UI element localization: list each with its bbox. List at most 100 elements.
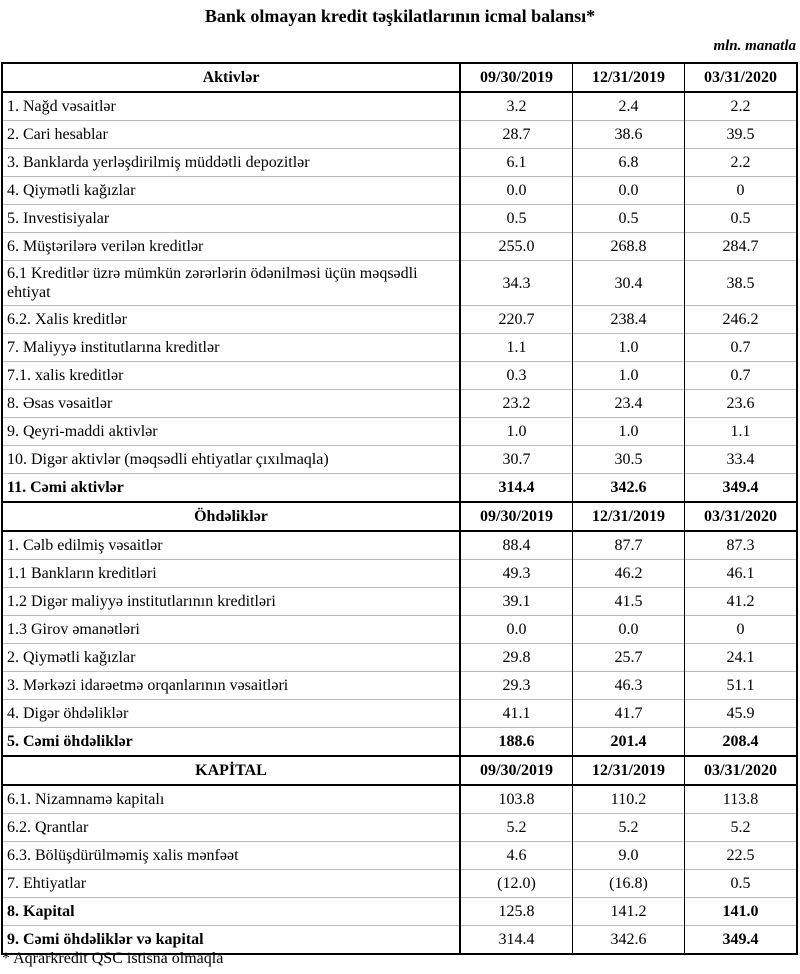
value-cell: 103.8 [459, 784, 573, 814]
value-cell: 2.2 [684, 91, 797, 121]
unit-label: mln. manatla [713, 38, 796, 54]
value-cell: 30.5 [572, 445, 685, 474]
value-cell: 23.2 [459, 389, 573, 418]
table-row: 5. Investisiyalar 0.5 0.5 0.5 [2, 204, 797, 233]
value-cell: 88.4 [459, 530, 573, 560]
table-row: 1.2 Digər maliyyə institutlarının kredit… [2, 587, 797, 616]
value-cell: 30.7 [459, 445, 573, 474]
value-cell: 9.0 [572, 841, 685, 870]
value-cell: 0 [684, 176, 797, 205]
value-cell: 0.0 [572, 176, 685, 205]
value-cell: 0.0 [459, 615, 573, 644]
value-cell: 246.2 [684, 305, 797, 334]
value-cell: 29.8 [459, 643, 573, 672]
value-cell: 201.4 [572, 727, 685, 756]
section-heading: Öhdəliklər [2, 501, 461, 532]
value-cell: 45.9 [684, 699, 797, 728]
value-cell: 349.4 [684, 473, 797, 502]
value-cell: 34.3 [459, 260, 573, 306]
table-row: 7. Maliyyə institutlarına kreditlər 1.1 1.… [2, 333, 797, 362]
value-cell: 41.7 [572, 699, 685, 728]
row-label: 6.1. Nizamnamə kapitalı [2, 784, 461, 814]
table-row: 8. Əsas vəsaitlər 23.2 23.4 23.6 [2, 389, 797, 418]
value-cell: 314.4 [459, 925, 573, 954]
value-cell: 342.6 [572, 473, 685, 502]
column-header: 12/31/2019 [572, 62, 685, 93]
table-row: 1.3 Girov əmanətləri 0.0 0.0 0 [2, 615, 797, 644]
value-cell: 5.2 [572, 813, 685, 842]
table-row: 6.3. Bölüşdürülməmiş xalis mənfəət 4.6 9.0… [2, 841, 797, 870]
value-cell: 1.0 [572, 417, 685, 446]
row-label: 3. Mərkəzi idarəetmə orqanlarının vəsait… [2, 671, 461, 700]
column-header: 03/31/2020 [684, 501, 797, 532]
value-cell: 284.7 [684, 232, 797, 261]
value-cell: 22.5 [684, 841, 797, 870]
table-row: 6.2. Xalis kreditlər 220.7 238.4 246.2 [2, 305, 797, 334]
value-cell: 2.4 [572, 91, 685, 121]
value-cell: 349.4 [684, 925, 797, 954]
row-label: 5. Cəmi öhdəliklər [2, 727, 461, 756]
value-cell: 23.4 [572, 389, 685, 418]
value-cell: 3.2 [459, 91, 573, 121]
table-row: 9. Qeyri-maddi aktivlər 1.0 1.0 1.1 [2, 417, 797, 446]
balance-table: Aktivlər 09/30/2019 12/31/2019 03/31/2020 1.… [1, 62, 798, 955]
row-label: 4. Qiymətli kağızlar [2, 176, 461, 205]
value-cell: 28.7 [459, 120, 573, 149]
value-cell: 41.1 [459, 699, 573, 728]
row-label: 1. Cəlb edilmiş vəsaitlər [2, 530, 461, 560]
table-row: 6. Müştərilərə verilən kreditlər 255.0 268… [2, 232, 797, 261]
value-cell: 1.1 [459, 333, 573, 362]
value-cell: 87.7 [572, 530, 685, 560]
column-header: 09/30/2019 [459, 62, 573, 93]
row-label: 1.3 Girov əmanətləri [2, 615, 461, 644]
row-label: 6.2. Xalis kreditlər [2, 305, 461, 334]
value-cell: 87.3 [684, 530, 797, 560]
table-row: 4. Qiymətli kağızlar 0.0 0.0 0 [2, 176, 797, 205]
value-cell: 220.7 [459, 305, 573, 334]
column-header: 03/31/2020 [684, 62, 797, 93]
value-cell: 51.1 [684, 671, 797, 700]
value-cell: 46.2 [572, 559, 685, 588]
value-cell: 1.0 [572, 361, 685, 390]
value-cell: 2.2 [684, 148, 797, 177]
row-label: 7. Maliyyə institutlarına kreditlər [2, 333, 461, 362]
row-label: 6.3. Bölüşdürülməmiş xalis mənfəət [2, 841, 461, 870]
footnote: * Aqrarkredit QSC istisna olmaqla [2, 950, 224, 967]
value-cell: 23.6 [684, 389, 797, 418]
value-cell: 5.2 [684, 813, 797, 842]
value-cell: 38.5 [684, 260, 797, 306]
row-label: 10. Digər aktivlər (məqsədli ehtiyatlar … [2, 445, 461, 474]
value-cell: 1.0 [459, 417, 573, 446]
table-row: 2. Qiymətli kağızlar 29.8 25.7 24.1 [2, 643, 797, 672]
row-label: 2. Cari hesablar [2, 120, 461, 149]
value-cell: 6.8 [572, 148, 685, 177]
value-cell: 238.4 [572, 305, 685, 334]
value-cell: 41.2 [684, 587, 797, 616]
value-cell: 30.4 [572, 260, 685, 306]
value-cell: 255.0 [459, 232, 573, 261]
value-cell: 0.0 [572, 615, 685, 644]
table-row: 11. Cəmi aktivlər 314.4 342.6 349.4 [2, 473, 797, 502]
value-cell: (12.0) [459, 869, 573, 898]
value-cell: 268.8 [572, 232, 685, 261]
value-cell: 25.7 [572, 643, 685, 672]
value-cell: 0.0 [459, 176, 573, 205]
table-row: 2. Cari hesablar 28.7 38.6 39.5 [2, 120, 797, 149]
page-title: Bank olmayan kredit təşkilatlarının icma… [204, 6, 596, 26]
table-row: 4. Digər öhdəliklər 41.1 41.7 45.9 [2, 699, 797, 728]
value-cell: 49.3 [459, 559, 573, 588]
table-row: 1. Cəlb edilmiş vəsaitlər 88.4 87.7 87.3 [2, 530, 797, 560]
column-header: 09/30/2019 [459, 501, 573, 532]
column-header: 12/31/2019 [572, 755, 685, 786]
table-row: 3. Banklarda yerləşdirilmiş müddətli dep… [2, 148, 797, 177]
value-cell: 39.1 [459, 587, 573, 616]
value-cell: 0.3 [459, 361, 573, 390]
row-label: 3. Banklarda yerləşdirilmiş müddətli dep… [2, 148, 461, 177]
value-cell: 24.1 [684, 643, 797, 672]
row-label: 4. Digər öhdəliklər [2, 699, 461, 728]
value-cell: 0.5 [684, 204, 797, 233]
value-cell: 4.6 [459, 841, 573, 870]
row-label: 2. Qiymətli kağızlar [2, 643, 461, 672]
table-row: 6.1. Nizamnamə kapitalı 103.8 110.2 113.8 [2, 784, 797, 814]
value-cell: 0.7 [684, 361, 797, 390]
